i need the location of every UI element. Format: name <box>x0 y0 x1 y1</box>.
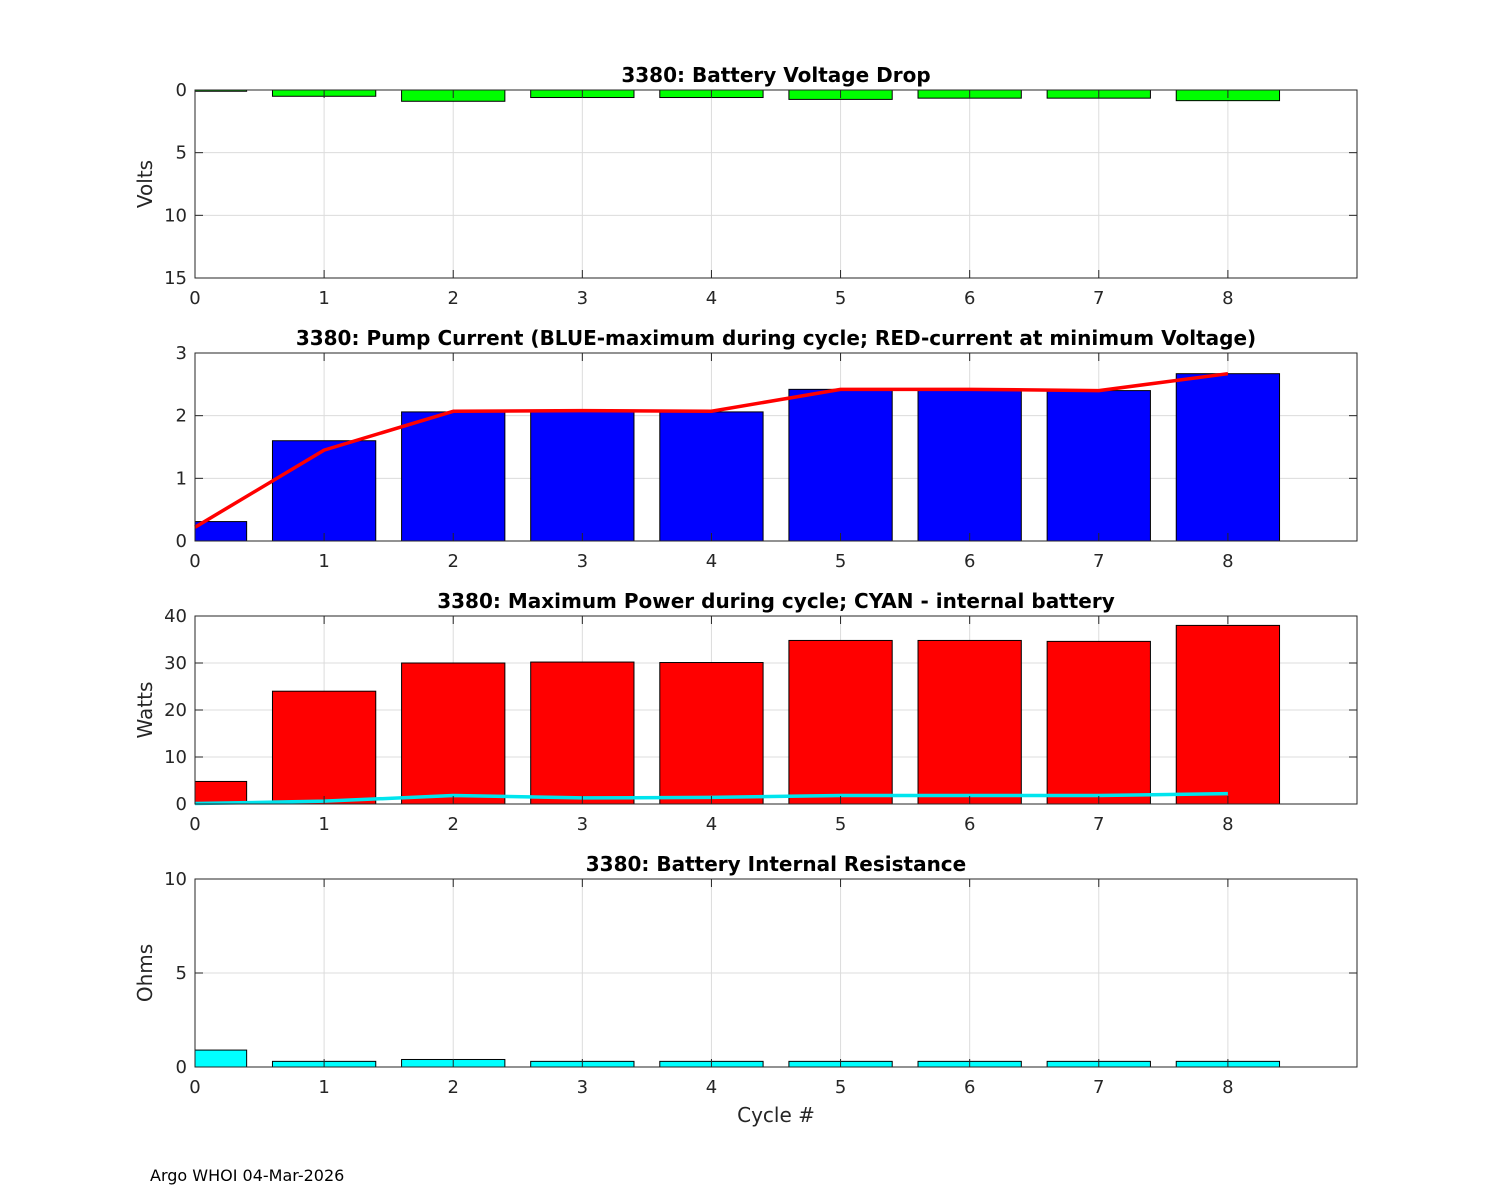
x-tick-label: 5 <box>835 1077 846 1098</box>
y-tick-label: 5 <box>176 963 187 984</box>
panel-1: 0 1 2 3 4 5 6 7 8 0 5 10 15 3380: Battery Voltage Dro… <box>133 63 1358 309</box>
bar-cycle-3 <box>530 410 635 542</box>
bar-cycle-0 <box>194 780 248 805</box>
y-tick-label: 10 <box>164 205 187 226</box>
bar-cycle-1 <box>271 440 377 542</box>
axes-box <box>194 89 1358 279</box>
y-tick-label: 1 <box>176 468 187 489</box>
x-tick-label: 8 <box>1222 1077 1233 1098</box>
y-tick-label: 40 <box>164 606 187 627</box>
x-tick-label: 3 <box>577 814 588 835</box>
bar-cycle-1 <box>271 690 377 805</box>
x-tick-label: 0 <box>189 814 200 835</box>
plot-area <box>195 90 1357 278</box>
x-tick-label: 6 <box>964 551 975 572</box>
x-tick-label: 3 <box>577 1077 588 1098</box>
y-axis-label: Watts <box>133 682 157 739</box>
y-tick-label: 0 <box>176 794 187 815</box>
panel-4: 0 1 2 3 4 5 6 7 8 0 5 10 3380: Battery Internal Resi… <box>133 852 1358 1127</box>
chart-title: 3380: Battery Internal Resistance <box>586 852 966 876</box>
axes-box <box>194 352 1358 542</box>
x-tick-label: 0 <box>189 551 200 572</box>
y-axis-label: Ohms <box>133 944 157 1002</box>
bar-cycle-8 <box>1175 624 1281 805</box>
x-tick-label: 0 <box>189 288 200 309</box>
x-tick-label: 7 <box>1093 814 1104 835</box>
y-tick-label: 0 <box>176 531 187 552</box>
x-tick-label: 0 <box>189 1077 200 1098</box>
x-tick-label: 7 <box>1093 551 1104 572</box>
x-tick-label: 4 <box>706 288 717 309</box>
y-tick-label: 30 <box>164 653 187 674</box>
x-tick-label: 4 <box>706 551 717 572</box>
y-tick-label: 20 <box>164 700 187 721</box>
y-tick-label: 15 <box>164 268 187 289</box>
bar-cycle-6 <box>917 639 1022 805</box>
chart-title: 3380: Pump Current (BLUE-maximum during … <box>296 326 1256 350</box>
x-tick-label: 6 <box>964 814 975 835</box>
plot-area <box>195 353 1357 541</box>
bar-cycle-8 <box>1175 373 1281 542</box>
bar-cycle-5 <box>788 639 893 805</box>
footer-credit: Argo WHOI 04-Mar-2026 <box>150 1166 345 1185</box>
x-tick-label: 5 <box>835 551 846 572</box>
bar-cycle-3 <box>530 661 635 805</box>
bar-cycle-5 <box>788 388 893 542</box>
y-tick-label: 5 <box>176 143 187 164</box>
y-tick-label: 3 <box>176 343 187 364</box>
x-tick-label: 1 <box>318 814 329 835</box>
panel-3: 0 1 2 3 4 5 6 7 8 0 10 20 30 40 3380: Maximum Power du… <box>133 589 1358 835</box>
x-axis-label: Cycle # <box>737 1103 815 1127</box>
chart-title: 3380: Maximum Power during cycle; CYAN -… <box>437 589 1115 613</box>
x-tick-label: 3 <box>577 551 588 572</box>
x-tick-label: 1 <box>318 288 329 309</box>
x-tick-label: 7 <box>1093 288 1104 309</box>
series-line <box>194 371 1229 529</box>
x-tick-label: 8 <box>1222 551 1233 572</box>
x-tick-label: 4 <box>706 814 717 835</box>
x-tick-label: 6 <box>964 288 975 309</box>
x-tick-label: 2 <box>447 1077 458 1098</box>
y-tick-label: 0 <box>176 80 187 101</box>
x-tick-label: 5 <box>835 814 846 835</box>
bar-cycle-4 <box>659 662 764 805</box>
bar-cycle-2 <box>401 662 506 805</box>
x-tick-label: 1 <box>318 551 329 572</box>
x-tick-label: 5 <box>835 288 846 309</box>
x-tick-label: 2 <box>447 551 458 572</box>
y-tick-label: 0 <box>176 1057 187 1078</box>
x-tick-label: 8 <box>1222 288 1233 309</box>
y-tick-label: 10 <box>164 869 187 890</box>
bar-cycle-6 <box>917 388 1022 542</box>
y-tick-label: 2 <box>176 406 187 427</box>
y-tick-label: 10 <box>164 747 187 768</box>
panel-2: 0 1 2 3 4 5 6 7 8 0 1 2 3 3380: Pump Current (BLUE-ma… <box>176 326 1358 572</box>
x-tick-label: 6 <box>964 1077 975 1098</box>
bar-cycle-4 <box>659 411 764 542</box>
y-axis-label: Volts <box>133 160 157 208</box>
x-tick-label: 7 <box>1093 1077 1104 1098</box>
x-tick-label: 8 <box>1222 814 1233 835</box>
x-tick-label: 2 <box>447 288 458 309</box>
x-tick-label: 2 <box>447 814 458 835</box>
x-tick-label: 4 <box>706 1077 717 1098</box>
chart-title: 3380: Battery Voltage Drop <box>621 63 930 87</box>
bar-cycle-7 <box>1046 390 1151 542</box>
x-tick-label: 1 <box>318 1077 329 1098</box>
bar-cycle-0 <box>194 1049 248 1068</box>
x-tick-label: 3 <box>577 288 588 309</box>
bar-cycle-7 <box>1046 640 1151 805</box>
bar-cycle-2 <box>401 411 506 542</box>
